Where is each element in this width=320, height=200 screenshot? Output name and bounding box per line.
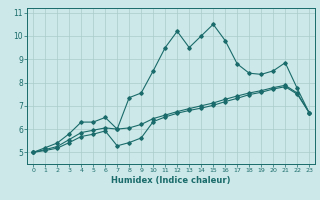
X-axis label: Humidex (Indice chaleur): Humidex (Indice chaleur) — [111, 176, 231, 185]
